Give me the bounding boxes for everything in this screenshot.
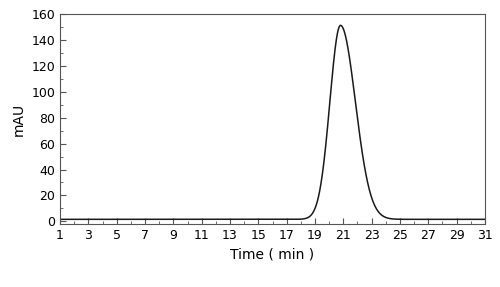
Y-axis label: mAU: mAU — [12, 102, 26, 136]
X-axis label: Time ( min ): Time ( min ) — [230, 247, 314, 261]
